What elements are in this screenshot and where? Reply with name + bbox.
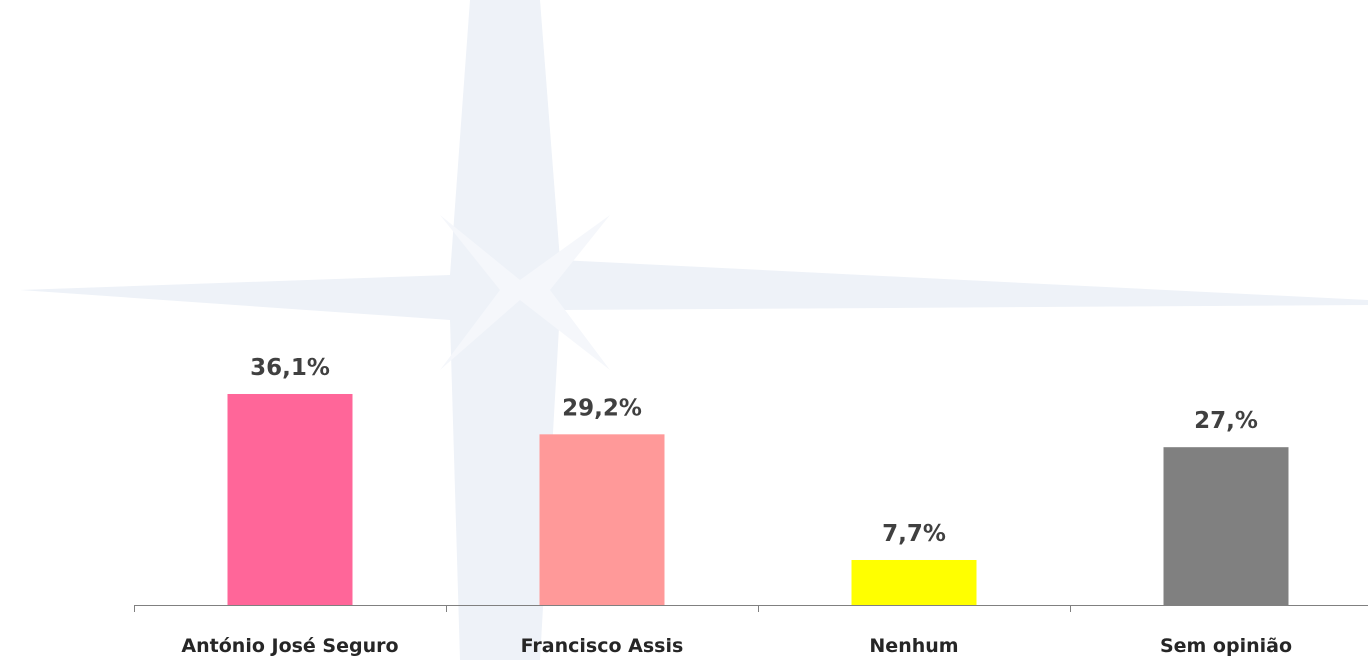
- x-tick-label: Sem opinião: [1160, 635, 1292, 657]
- x-axis: [134, 605, 1368, 612]
- bar: [539, 434, 665, 605]
- x-tick-label: Francisco Assis: [521, 635, 684, 657]
- bar: [851, 559, 977, 605]
- bar: [227, 393, 353, 605]
- watermark-star-inner: [440, 215, 610, 370]
- x-tick-label: Nenhum: [869, 635, 958, 657]
- value-label: 36,1%: [250, 355, 330, 381]
- bar: [1163, 447, 1289, 605]
- value-label: 7,7%: [882, 521, 946, 547]
- watermark: [20, 0, 1368, 660]
- value-label: 27,%: [1194, 408, 1258, 434]
- value-label: 29,2%: [562, 395, 642, 421]
- x-tick-label: António José Seguro: [181, 635, 398, 657]
